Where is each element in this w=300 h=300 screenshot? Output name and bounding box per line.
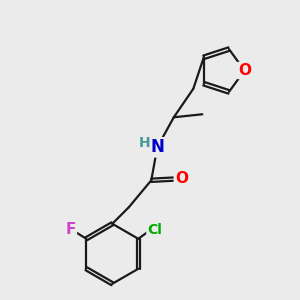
Text: N: N: [150, 138, 164, 156]
Text: H: H: [139, 136, 151, 150]
Text: O: O: [175, 171, 188, 186]
Text: O: O: [238, 63, 251, 78]
Text: Cl: Cl: [147, 223, 162, 237]
Text: F: F: [65, 222, 76, 237]
